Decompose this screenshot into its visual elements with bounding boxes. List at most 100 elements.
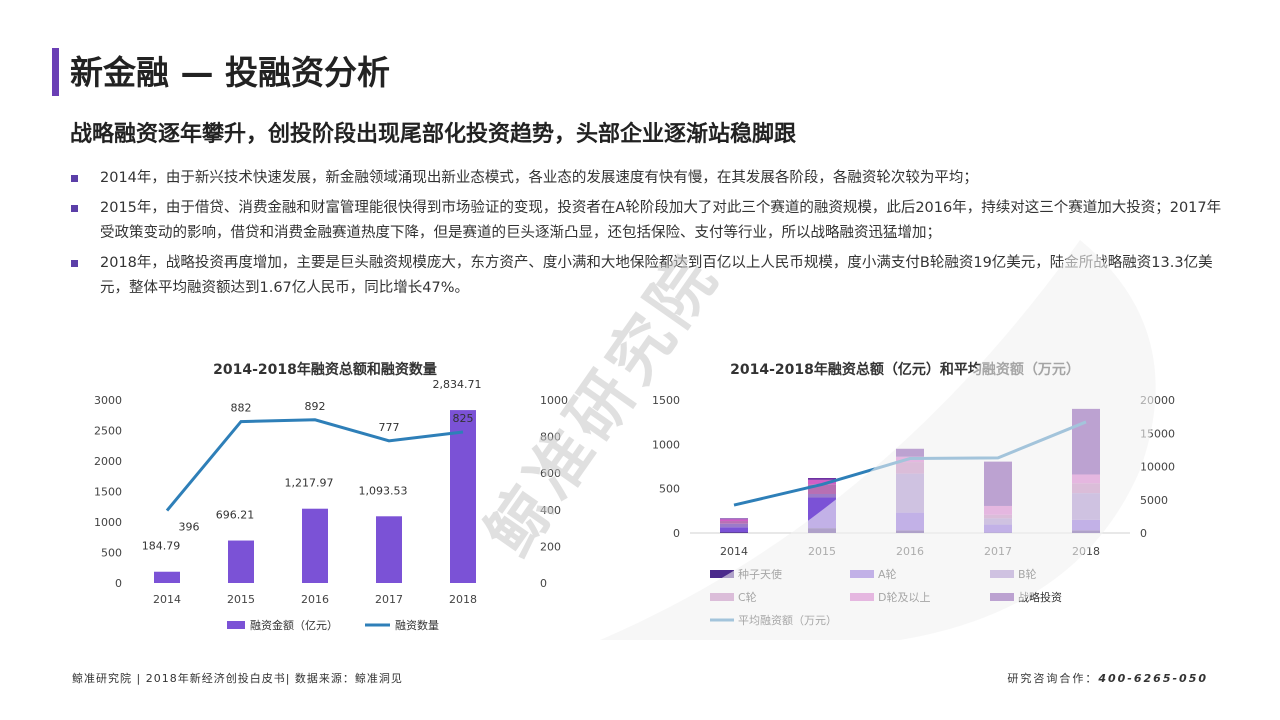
chart-stage-and-average: 2014-2018年融资总额（亿元）和平均融资额（万元） 0 500 1000 1500… bbox=[652, 361, 1175, 627]
legend-swatch bbox=[710, 593, 734, 601]
stack-segment bbox=[896, 462, 924, 474]
footer-phone: 400-6265-050 bbox=[1098, 672, 1208, 685]
stack-segment bbox=[720, 521, 748, 524]
stack-segment bbox=[1072, 493, 1100, 520]
bar bbox=[302, 508, 328, 583]
y-right-tick-label: 600 bbox=[540, 467, 561, 480]
bar bbox=[154, 571, 180, 583]
y-right-tick-label: 5000 bbox=[1140, 494, 1168, 507]
x-tick-label: 2014 bbox=[153, 593, 181, 606]
y-left-tick-label: 2000 bbox=[94, 455, 122, 468]
y-right-tick-label: 400 bbox=[540, 504, 561, 517]
bar bbox=[376, 516, 402, 583]
bar bbox=[228, 540, 254, 583]
bar-value-label: 1,093.53 bbox=[359, 484, 408, 497]
x-tick-label: 2018 bbox=[449, 593, 477, 606]
legend-bar-swatch bbox=[227, 621, 245, 629]
stack-segment bbox=[984, 461, 1012, 506]
page-subtitle: 战略融资逐年攀升，创投阶段出现尾部化投资趋势，头部企业逐渐站稳脚跟 bbox=[70, 122, 797, 147]
legend-label: A轮 bbox=[878, 567, 897, 581]
stack-segment bbox=[808, 497, 836, 529]
stack-segment bbox=[808, 478, 836, 480]
x-tick-label: 2018 bbox=[1072, 545, 1100, 558]
stack-segment bbox=[1072, 483, 1100, 494]
y-left-tick-label: 1000 bbox=[652, 438, 680, 451]
line-value-label: 892 bbox=[305, 400, 326, 413]
footer-source: 鲸准研究院 | 2018年新经济创投白皮书| 数据来源：鲸准洞见 bbox=[72, 672, 403, 685]
chart-title: 2014-2018年融资总额和融资数量 bbox=[213, 361, 437, 378]
legend-swatch bbox=[990, 593, 1014, 601]
bar bbox=[450, 410, 476, 583]
line-value-label: 777 bbox=[379, 421, 400, 434]
y-right-tick-label: 1000 bbox=[540, 394, 568, 407]
stack-segment bbox=[720, 519, 748, 522]
stack-segment bbox=[984, 505, 1012, 515]
legend-swatch bbox=[850, 570, 874, 578]
stack-segment bbox=[896, 512, 924, 531]
legend-bar-label: 融资金额（亿元） bbox=[250, 618, 338, 632]
y-left-tick-label: 1000 bbox=[94, 516, 122, 529]
legend-label: B轮 bbox=[1018, 567, 1037, 581]
bullet-text: 2018年，战略投资再度增加，主要是巨头融资规模庞大，东方资产、度小满和大地保险… bbox=[100, 255, 1213, 296]
bullet-text: 2015年，由于借贷、消费金融和财富管理能很快得到市场验证的变现，投资者在A轮阶… bbox=[100, 200, 1222, 241]
bar-value-label: 184.79 bbox=[142, 540, 181, 553]
y-left-tick-label: 1500 bbox=[94, 486, 122, 499]
bar-value-label: 2,834.71 bbox=[433, 378, 482, 391]
x-tick-label: 2015 bbox=[808, 545, 836, 558]
x-tick-label: 2016 bbox=[896, 545, 924, 558]
legend-label: 种子天使 bbox=[738, 567, 782, 581]
y-right-tick-label: 800 bbox=[540, 431, 561, 444]
bullet-square-icon bbox=[71, 175, 78, 182]
chart-total-and-count: 2014-2018年融资总额和融资数量050010001500200025003… bbox=[94, 361, 568, 632]
stack-segment bbox=[1072, 530, 1100, 533]
y-left-tick-label: 500 bbox=[101, 547, 122, 560]
stack-segment bbox=[720, 532, 748, 533]
y-left-tick-label: 0 bbox=[115, 577, 122, 590]
legend-swatch bbox=[710, 570, 734, 578]
legend-line-label: 平均融资额（万元） bbox=[738, 614, 837, 627]
bullet-2015: 2015年，由于借贷、消费金融和财富管理能很快得到市场验证的变现，投资者在A轮阶… bbox=[70, 196, 1230, 246]
bullet-list: 2014年，由于新兴技术快速发展，新金融领域涌现出新业态模式，各业态的发展速度有… bbox=[70, 166, 1230, 306]
bullet-text: 2014年，由于新兴技术快速发展，新金融领域涌现出新业态模式，各业态的发展速度有… bbox=[100, 170, 978, 186]
bullet-square-icon bbox=[71, 260, 78, 267]
stack-segment bbox=[720, 527, 748, 533]
x-tick-label: 2014 bbox=[720, 545, 748, 558]
bullet-2014: 2014年，由于新兴技术快速发展，新金融领域涌现出新业态模式，各业态的发展速度有… bbox=[70, 166, 1230, 191]
y-right-tick-label: 20000 bbox=[1140, 394, 1175, 407]
legend-label: D轮及以上 bbox=[878, 590, 930, 604]
y-left-tick-label: 0 bbox=[673, 527, 680, 540]
bullet-2018: 2018年，战略投资再度增加，主要是巨头融资规模庞大，东方资产、度小满和大地保险… bbox=[70, 251, 1230, 301]
stack-segment bbox=[1072, 474, 1100, 484]
y-right-tick-label: 200 bbox=[540, 540, 561, 553]
line-value-label: 825 bbox=[453, 412, 474, 425]
legend-label: C轮 bbox=[738, 590, 757, 604]
legend-swatch bbox=[990, 570, 1014, 578]
legend-label: 战略投资 bbox=[1018, 590, 1062, 604]
stack-segment bbox=[984, 518, 1012, 525]
x-tick-label: 2015 bbox=[227, 593, 255, 606]
title-accent-bar bbox=[52, 48, 59, 96]
legend-line-label: 融资数量 bbox=[395, 619, 439, 632]
line-value-label: 882 bbox=[231, 402, 252, 415]
y-right-tick-label: 0 bbox=[540, 577, 547, 590]
line-value-label: 396 bbox=[179, 521, 200, 534]
stack-segment bbox=[1072, 408, 1100, 475]
y-left-tick-label: 1500 bbox=[652, 394, 680, 407]
bar-value-label: 696.21 bbox=[216, 509, 255, 522]
y-left-tick-label: 3000 bbox=[94, 394, 122, 407]
x-tick-label: 2017 bbox=[375, 593, 403, 606]
page-title: 新金融 — 投融资分析 bbox=[70, 53, 390, 92]
stack-segment bbox=[720, 523, 748, 528]
x-tick-label: 2016 bbox=[301, 593, 329, 606]
footer-contact: 研究咨询合作：400-6265-050 bbox=[1007, 670, 1208, 686]
stack-segment bbox=[896, 530, 924, 533]
legend-swatch bbox=[850, 593, 874, 601]
series-line bbox=[165, 418, 464, 512]
bullet-square-icon bbox=[71, 205, 78, 212]
stack-segment bbox=[808, 528, 836, 533]
x-tick-label: 2017 bbox=[984, 545, 1012, 558]
stack-segment bbox=[896, 448, 924, 457]
y-right-tick-label: 0 bbox=[1140, 527, 1147, 540]
y-right-tick-label: 15000 bbox=[1140, 427, 1175, 440]
bar-value-label: 1,217.97 bbox=[285, 477, 334, 490]
